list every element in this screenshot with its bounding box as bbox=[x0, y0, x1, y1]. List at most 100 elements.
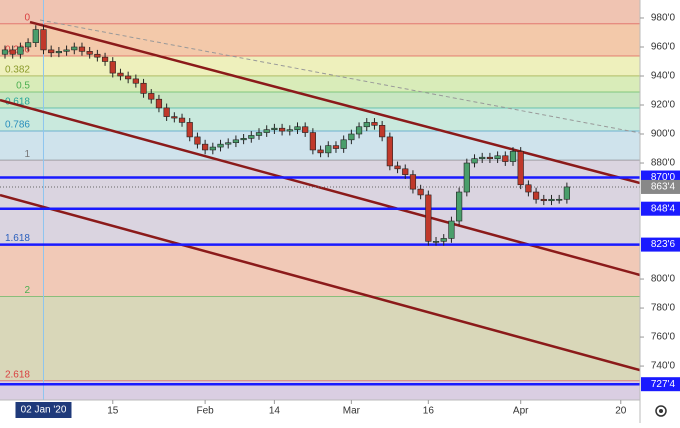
price-line-label-box bbox=[641, 377, 680, 392]
candle-body bbox=[563, 186, 570, 200]
candle-body bbox=[332, 145, 340, 149]
candle-body bbox=[294, 126, 301, 130]
candle-body bbox=[340, 139, 347, 149]
candle-body bbox=[348, 133, 355, 141]
candle-body bbox=[248, 135, 255, 139]
price-line-label-box bbox=[641, 201, 680, 216]
candle-body bbox=[202, 143, 209, 151]
candle-body bbox=[556, 198, 563, 201]
candle-body bbox=[255, 132, 263, 136]
candle-body bbox=[24, 42, 32, 48]
settings-icon[interactable] bbox=[655, 405, 667, 417]
candle-body bbox=[101, 56, 109, 62]
candle-body bbox=[217, 143, 224, 148]
last-price-label-box bbox=[641, 179, 680, 194]
candle-body bbox=[178, 117, 186, 123]
candle-body bbox=[171, 116, 178, 119]
candle-body bbox=[479, 156, 486, 159]
fib-band bbox=[0, 108, 640, 131]
trendline bbox=[29, 20, 641, 185]
fib-band bbox=[0, 0, 640, 24]
x-tick-label: Apr bbox=[513, 406, 529, 417]
candle-body bbox=[186, 122, 193, 138]
candle-body bbox=[148, 93, 155, 100]
candle-body bbox=[309, 132, 316, 151]
candle-body bbox=[32, 29, 39, 43]
fib-band bbox=[0, 91, 640, 109]
x-tick-label: 15 bbox=[107, 406, 119, 417]
candle-body bbox=[486, 156, 494, 159]
candle-body bbox=[325, 145, 332, 154]
candle-body bbox=[525, 184, 532, 193]
candle-body bbox=[379, 125, 386, 138]
price-line-label-box bbox=[641, 237, 680, 252]
candle-body bbox=[517, 151, 524, 186]
y-tick-label: 940'0 bbox=[651, 71, 676, 82]
candle-body bbox=[409, 174, 417, 190]
trendline bbox=[39, 19, 641, 134]
fib-level-label: 2 bbox=[24, 285, 30, 296]
candle-body bbox=[132, 78, 139, 84]
candle-body bbox=[548, 198, 555, 202]
candle-body bbox=[386, 136, 393, 167]
fib-level-label: 0 bbox=[24, 12, 30, 23]
candle-body bbox=[494, 155, 501, 159]
candle-body bbox=[225, 142, 232, 145]
candle-body bbox=[240, 138, 247, 141]
fib-band bbox=[0, 75, 640, 92]
fib-band bbox=[0, 296, 640, 381]
candle-body bbox=[402, 168, 409, 175]
candle-body bbox=[471, 158, 478, 164]
candle-body bbox=[425, 194, 432, 242]
candle-body bbox=[432, 241, 440, 243]
candle-body bbox=[286, 129, 293, 132]
candle-body bbox=[86, 51, 93, 55]
price-line-label: 727'4 bbox=[651, 379, 676, 390]
candle-body bbox=[40, 29, 47, 51]
fib-level-label: 1.618 bbox=[5, 233, 30, 244]
fib-level-label: 1 bbox=[24, 149, 30, 160]
y-tick-label: 880'0 bbox=[651, 158, 676, 169]
y-tick-label: 920'0 bbox=[651, 100, 676, 111]
candle-body bbox=[155, 98, 163, 109]
trendline bbox=[0, 193, 641, 372]
candle-body bbox=[502, 155, 509, 162]
fib-level-label: 0.382 bbox=[5, 65, 30, 76]
y-tick-label: 760'0 bbox=[651, 332, 676, 343]
y-tick-label: 800'0 bbox=[651, 274, 676, 285]
fib-band bbox=[0, 244, 640, 297]
candle-body bbox=[278, 127, 286, 132]
fib-level-label: 0.618 bbox=[5, 97, 30, 108]
crosshair-label: 02 Jan '20 bbox=[21, 405, 67, 416]
candle-body bbox=[17, 46, 24, 55]
y-tick-label: 900'0 bbox=[651, 129, 676, 140]
candle-body bbox=[71, 46, 78, 51]
candle-body bbox=[317, 149, 324, 154]
candle-body bbox=[63, 49, 70, 52]
x-tick-label: 14 bbox=[269, 406, 281, 417]
candle-body bbox=[463, 162, 470, 193]
candle-body bbox=[140, 82, 147, 94]
settings-gear-center[interactable] bbox=[659, 409, 663, 413]
fib-band bbox=[0, 55, 640, 76]
candle-body bbox=[117, 72, 124, 77]
fib-band bbox=[0, 23, 640, 56]
candle-body bbox=[371, 122, 378, 126]
settings-gear[interactable] bbox=[655, 405, 667, 417]
y-tick-label: 980'0 bbox=[651, 13, 676, 24]
candle-body bbox=[78, 46, 86, 52]
fib-band bbox=[0, 160, 640, 245]
candle-body bbox=[448, 220, 455, 239]
candle-body bbox=[163, 107, 170, 117]
candle-body bbox=[48, 49, 55, 54]
candle-body bbox=[125, 75, 132, 80]
crosshair-label-box bbox=[15, 402, 72, 418]
fib-level-label: 0.5 bbox=[16, 81, 30, 92]
x-tick-label: 16 bbox=[423, 406, 435, 417]
fib-level-label: 2.618 bbox=[5, 369, 30, 380]
x-tick-label: 20 bbox=[615, 406, 627, 417]
candle-body bbox=[94, 53, 101, 58]
candle-body bbox=[540, 198, 547, 202]
